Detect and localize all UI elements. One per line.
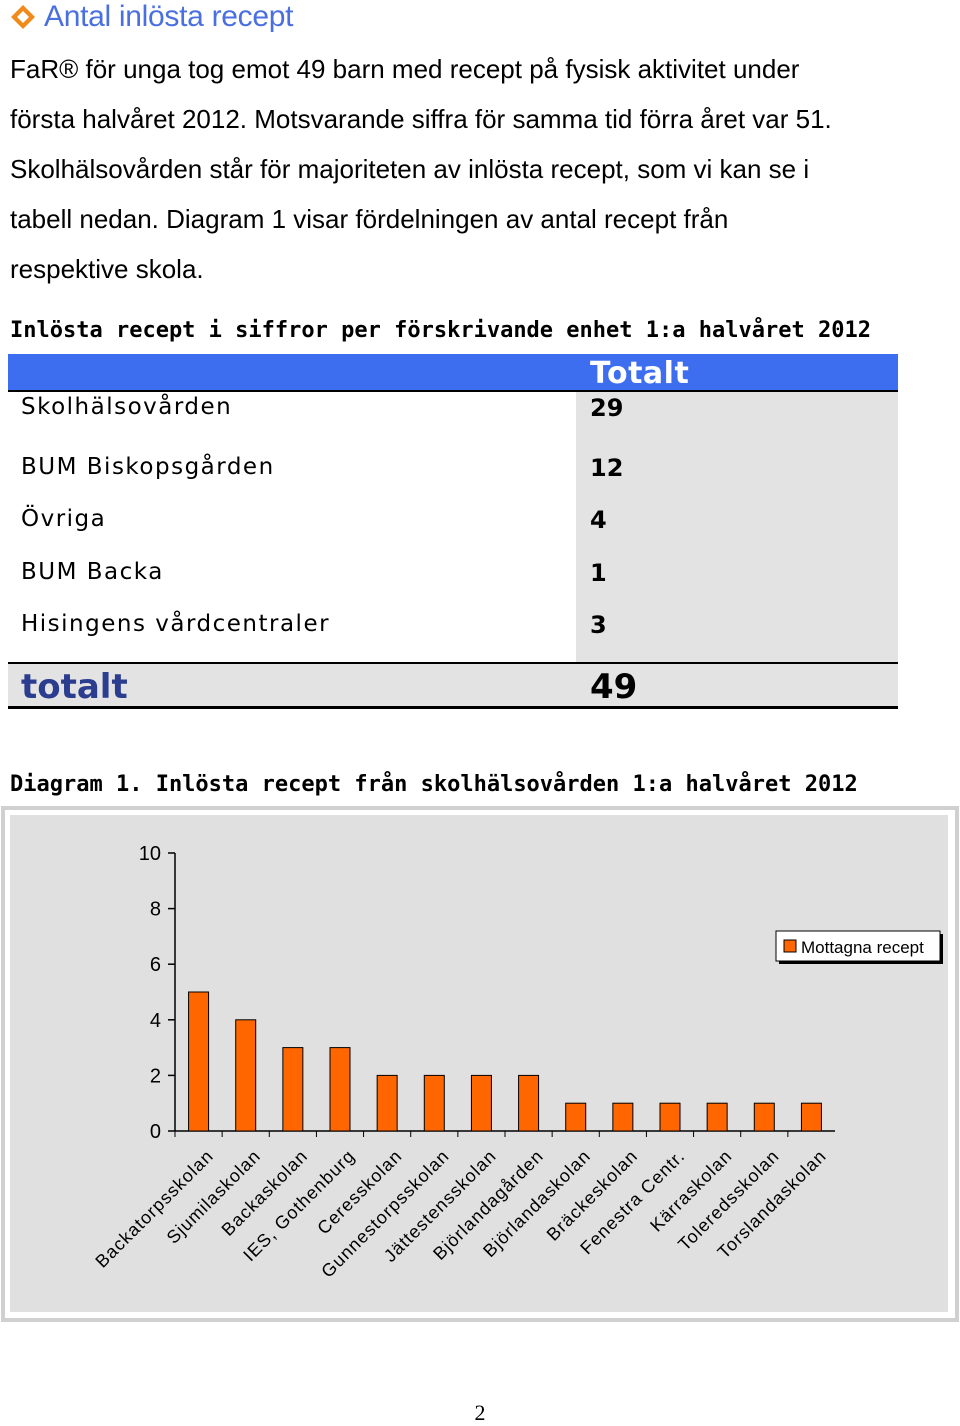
total-row <box>8 664 898 706</box>
intro-line: FaR® för unga tog emot 49 barn med recep… <box>10 54 800 84</box>
table-row-value: 1 <box>590 559 607 587</box>
bar <box>753 1102 775 1132</box>
legend-label: Mottagna recept <box>801 938 924 957</box>
chart-background <box>10 815 948 1312</box>
bar <box>282 1047 304 1132</box>
y-tick-label: 10 <box>139 843 161 865</box>
legend-box <box>775 930 941 962</box>
bar <box>423 1074 445 1132</box>
bar <box>706 1102 728 1132</box>
bar <box>518 1074 540 1132</box>
bar <box>470 1074 492 1132</box>
bar <box>800 1102 822 1132</box>
table-row-label: BUM Biskopsgården <box>21 454 275 480</box>
bar <box>188 991 210 1132</box>
bar <box>329 1047 351 1132</box>
total-value: 49 <box>590 667 638 707</box>
page-number: 2 <box>474 1400 486 1425</box>
y-tick-label: 2 <box>150 1065 161 1087</box>
y-tick-label: 0 <box>150 1121 161 1143</box>
total-rule-bottom <box>8 706 898 709</box>
section-heading: Antal inlösta recept <box>8 0 293 34</box>
bar <box>612 1102 634 1132</box>
bar-chart-svg: 0246810BackatorpsskolanSjumilaskolanBack… <box>1 806 959 1322</box>
value-column-background <box>576 392 898 664</box>
intro-paragraph: FaR® för unga tog emot 49 barn med recep… <box>10 44 940 294</box>
intro-line: första halvåret 2012. Motsvarande siffra… <box>10 104 832 134</box>
prescription-table: Totalt Skolhälsovården 29 BUM Biskopsgår… <box>8 354 898 710</box>
diamond-bullet-icon <box>8 2 38 32</box>
heading-title: Antal inlösta recept <box>44 0 294 33</box>
table-row-value: 4 <box>590 506 607 534</box>
table-row-value: 29 <box>590 394 624 422</box>
y-tick-label: 6 <box>150 954 161 976</box>
intro-line: Skolhälsovården står för majoriteten av … <box>10 154 810 184</box>
table-header: Totalt <box>8 354 898 392</box>
diagram-title: Diagram 1. Inlösta recept från skolhälso… <box>10 772 858 797</box>
y-tick-label: 4 <box>150 1010 161 1032</box>
bar <box>659 1102 681 1132</box>
total-label: totalt <box>21 667 128 707</box>
table-row-label: Hisingens vårdcentraler <box>21 611 331 637</box>
legend-swatch <box>783 939 797 953</box>
total-rule-top <box>8 662 898 664</box>
bar-chart: 0 2 4 6 8 10 Backatorpsskolan Sjumilaskolan Back… <box>0 805 960 1325</box>
table-row-label: Skolhälsovården <box>21 394 233 420</box>
intro-line: tabell nedan. Diagram 1 visar fördelning… <box>10 204 729 234</box>
table-row-value: 3 <box>590 611 607 639</box>
bar <box>235 1019 257 1132</box>
table-title: Inlösta recept i siffror per förskrivand… <box>10 318 871 343</box>
intro-line: respektive skola. <box>10 254 204 284</box>
y-tick-label: 8 <box>150 899 161 921</box>
table-row-label: BUM Backa <box>21 559 164 585</box>
table-row-label: Övriga <box>21 506 107 532</box>
table-row-value: 12 <box>590 454 624 482</box>
column-header-total: Totalt <box>590 356 690 391</box>
bar <box>376 1074 398 1132</box>
bar <box>565 1102 587 1132</box>
